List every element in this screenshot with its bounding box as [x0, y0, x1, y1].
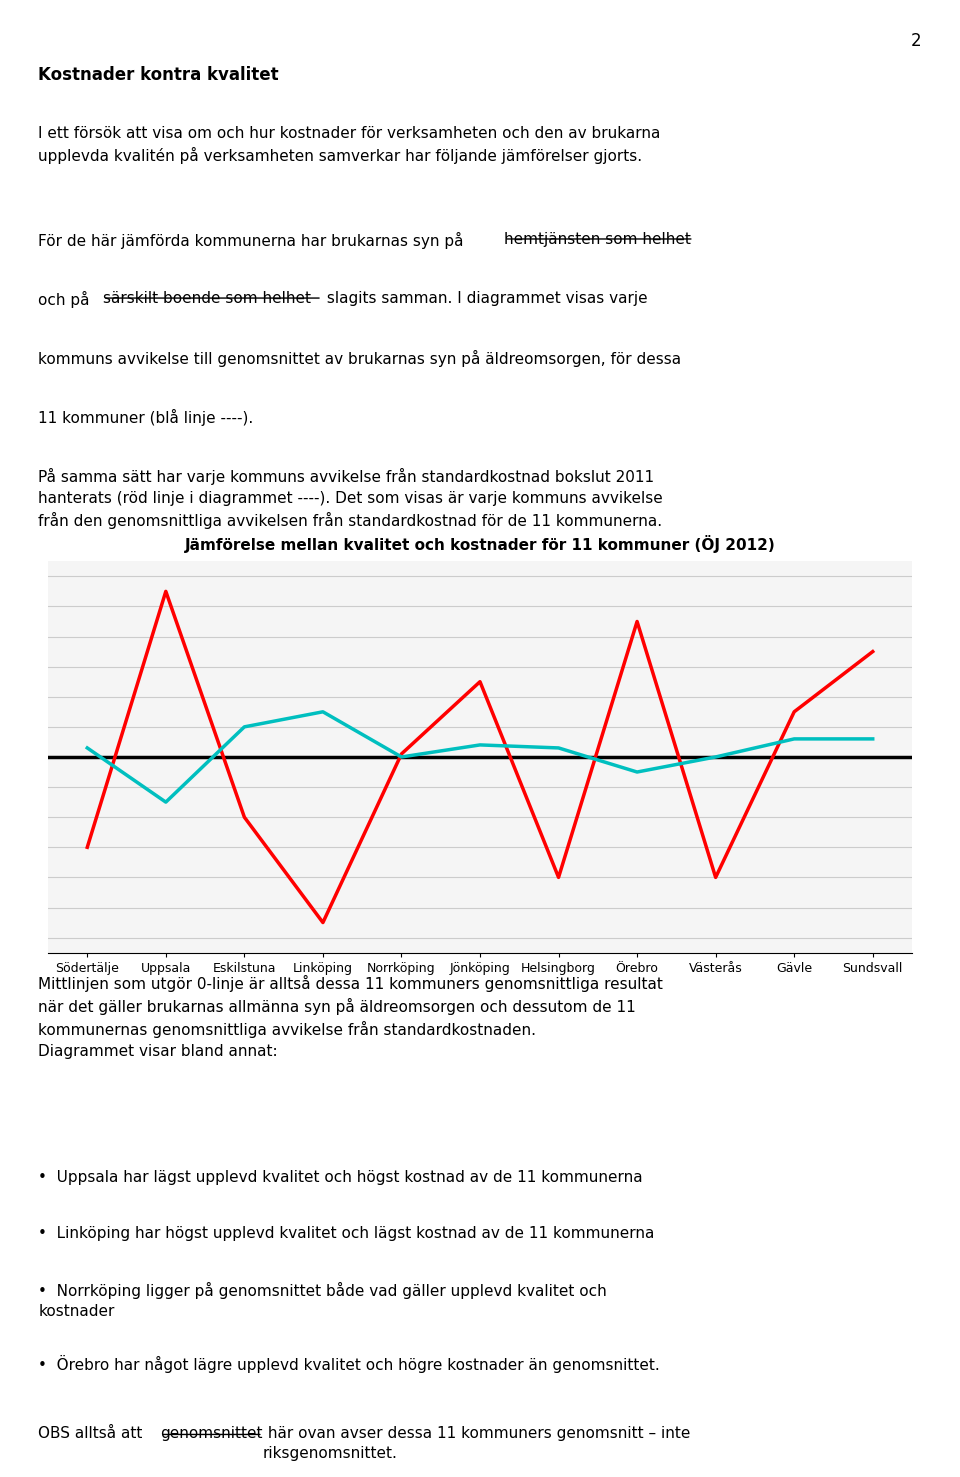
Text: För de här jämförda kommunerna har brukarnas syn på: För de här jämförda kommunerna har bruka… — [38, 232, 468, 250]
Text: •  Linköping har högst upplevd kvalitet och lägst kostnad av de 11 kommunerna: • Linköping har högst upplevd kvalitet o… — [38, 1226, 655, 1241]
Text: här ovan avser dessa 11 kommuners genomsnitt – inte
riksgenomsnittet.: här ovan avser dessa 11 kommuners genoms… — [263, 1425, 690, 1461]
Text: slagits samman. I diagrammet visas varje: slagits samman. I diagrammet visas varje — [322, 291, 648, 306]
Text: hemtjänsten som helhet: hemtjänsten som helhet — [504, 232, 691, 247]
Text: 2: 2 — [911, 32, 922, 50]
Text: särskilt boende som helhet: särskilt boende som helhet — [103, 291, 311, 306]
Text: •  Örebro har något lägre upplevd kvalitet och högre kostnader än genomsnittet.: • Örebro har något lägre upplevd kvalite… — [38, 1354, 660, 1374]
Text: •  Uppsala har lägst upplevd kvalitet och högst kostnad av de 11 kommunerna: • Uppsala har lägst upplevd kvalitet och… — [38, 1170, 643, 1185]
Text: Kostnader kontra kvalitet: Kostnader kontra kvalitet — [38, 66, 279, 84]
Text: I ett försök att visa om och hur kostnader för verksamheten och den av brukarna
: I ett försök att visa om och hur kostnad… — [38, 126, 660, 164]
Text: Mittlinjen som utgör 0-linje är alltså dessa 11 kommuners genomsnittliga resulta: Mittlinjen som utgör 0-linje är alltså d… — [38, 975, 663, 1059]
Text: och på: och på — [38, 291, 95, 309]
Text: På samma sätt har varje kommuns avvikelse från standardkostnad bokslut 2011
hant: På samma sätt har varje kommuns avvikels… — [38, 468, 663, 529]
Title: Jämförelse mellan kvalitet och kostnader för 11 kommuner (ÖJ 2012): Jämförelse mellan kvalitet och kostnader… — [184, 535, 776, 554]
Text: OBS alltså att: OBS alltså att — [38, 1425, 148, 1440]
Text: 11 kommuner (blå linje ----).: 11 kommuner (blå linje ----). — [38, 409, 253, 427]
Text: genomsnittet: genomsnittet — [160, 1425, 263, 1440]
Text: •  Norrköping ligger på genomsnittet både vad gäller upplevd kvalitet och
kostna: • Norrköping ligger på genomsnittet både… — [38, 1282, 607, 1319]
Text: kommuns avvikelse till genomsnittet av brukarnas syn på äldreomsorgen, för dessa: kommuns avvikelse till genomsnittet av b… — [38, 350, 682, 368]
